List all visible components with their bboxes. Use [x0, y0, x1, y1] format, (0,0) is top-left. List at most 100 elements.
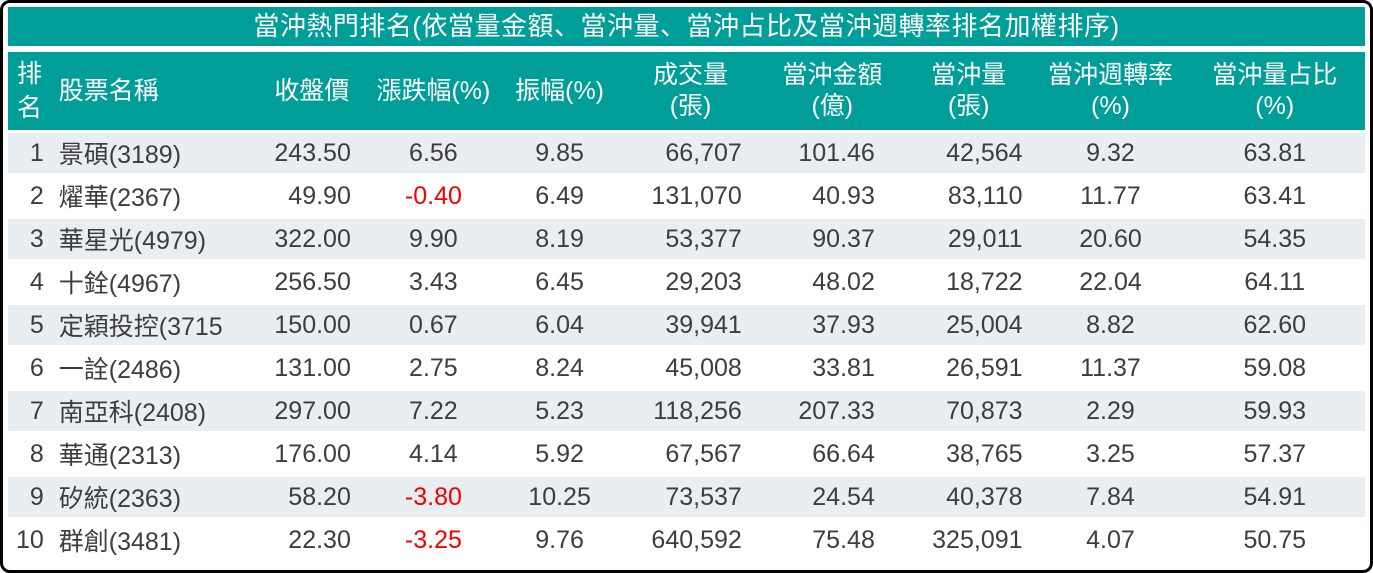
cell-close: 297.00	[259, 391, 365, 431]
cell-turnover: 11.37	[1036, 348, 1185, 388]
cell-volume: 131,070	[617, 176, 764, 216]
cell-ratio: 59.08	[1184, 348, 1365, 388]
cell-dayvol: 42,564	[900, 133, 1037, 173]
col-header-close: 收盤價	[259, 52, 365, 130]
cell-ratio: 59.93	[1184, 391, 1365, 431]
cell-ratio: 50.75	[1184, 520, 1365, 560]
table-row: 10 群創(3481) 22.30 -3.25 9.76 640,592 75.48 325,…	[8, 520, 1365, 560]
cell-rank: 2	[8, 176, 53, 216]
header-row: 排名股票名稱 收盤價 漲跌幅(%) 振幅(%) 成交量 (張) 當沖金額 (億) 當沖量 (張) 當…	[8, 52, 1365, 130]
cell-volume: 45,008	[617, 348, 764, 388]
cell-dayvol: 29,011	[900, 219, 1037, 259]
cell-name: 景碩(3189)	[52, 133, 260, 173]
cell-close: 22.30	[259, 520, 365, 560]
cell-dayvol: 70,873	[900, 391, 1037, 431]
cell-ratio: 63.81	[1184, 133, 1365, 173]
col-header-line: 排	[17, 60, 43, 88]
col-header-line: 振幅(%)	[515, 76, 605, 105]
col-header-line: 漲跌幅(%)	[376, 76, 491, 105]
table-row: 2 燿華(2367) 49.90 -0.40 6.49 131,070 40.93 83,11…	[8, 176, 1365, 216]
cell-turnover: 3.25	[1036, 434, 1185, 474]
cell-change: 3.43	[364, 262, 502, 302]
col-header-amp: 振幅(%)	[501, 52, 618, 130]
cell-rank: 10	[8, 520, 53, 560]
col-header-line: 名	[17, 94, 43, 122]
cell-change: 7.22	[364, 391, 502, 431]
col-header-line: 當沖金額	[782, 61, 883, 89]
cell-name: 定穎投控(3715	[52, 305, 260, 345]
cell-rank: 5	[8, 305, 53, 345]
cell-amp: 9.76	[501, 520, 618, 560]
cell-amp: 5.92	[501, 434, 618, 474]
cell-amount: 207.33	[763, 391, 901, 431]
col-header-change: 漲跌幅(%)	[364, 52, 502, 130]
cell-volume: 39,941	[617, 305, 764, 345]
cell-change: -3.25	[364, 520, 502, 560]
table-row: 7 南亞科(2408) 297.00 7.22 5.23 118,256 207.33 70,…	[8, 391, 1365, 431]
cell-name: 南亞科(2408)	[52, 391, 260, 431]
cell-amount: 75.48	[763, 520, 901, 560]
col-header-line: 收盤價	[274, 76, 350, 105]
cell-rank: 3	[8, 219, 53, 259]
table-row: 4 十銓(4967) 256.50 3.43 6.45 29,203 48.02 18,722…	[8, 262, 1365, 302]
col-header-line: 成交量	[653, 61, 729, 89]
cell-close: 256.50	[259, 262, 365, 302]
cell-close: 58.20	[259, 477, 365, 517]
cell-dayvol: 38,765	[900, 434, 1037, 474]
cell-turnover: 2.29	[1036, 391, 1185, 431]
cell-amount: 33.81	[763, 348, 901, 388]
cell-amount: 40.93	[763, 176, 901, 216]
cell-name: 群創(3481)	[52, 520, 260, 560]
cell-change: -3.80	[364, 477, 502, 517]
cell-close: 322.00	[259, 219, 365, 259]
col-header-turnover: 當沖週轉率 (%)	[1036, 52, 1185, 130]
cell-amp: 8.19	[501, 219, 618, 259]
cell-turnover: 22.04	[1036, 262, 1185, 302]
col-header-rank: 排名	[8, 52, 53, 130]
cell-amp: 9.85	[501, 133, 618, 173]
cell-rank: 4	[8, 262, 53, 302]
cell-dayvol: 26,591	[900, 348, 1037, 388]
cell-rank: 7	[8, 391, 53, 431]
cell-volume: 73,537	[617, 477, 764, 517]
cell-change: 2.75	[364, 348, 502, 388]
cell-change: 6.56	[364, 133, 502, 173]
col-header-dayvol: 當沖量 (張)	[900, 52, 1037, 130]
cell-volume: 29,203	[617, 262, 764, 302]
cell-close: 131.00	[259, 348, 365, 388]
table-row: 1 景碩(3189) 243.50 6.56 9.85 66,707 101.46 42,56…	[8, 133, 1365, 173]
col-header-line: (%)	[1255, 92, 1295, 120]
cell-ratio: 57.37	[1184, 434, 1365, 474]
cell-dayvol: 83,110	[900, 176, 1037, 216]
col-header-line: 股票名稱	[58, 76, 159, 105]
cell-ratio: 54.35	[1184, 219, 1365, 259]
cell-rank: 1	[8, 133, 53, 173]
col-header-name: 股票名稱	[52, 52, 260, 130]
col-header-line: 當沖週轉率	[1047, 61, 1173, 89]
cell-amp: 6.49	[501, 176, 618, 216]
col-header-volume: 成交量 (張)	[617, 52, 764, 130]
cell-name: 華通(2313)	[52, 434, 260, 474]
cell-name: 一詮(2486)	[52, 348, 260, 388]
daytrade-ranking-table: 排名股票名稱 收盤價 漲跌幅(%) 振幅(%) 成交量 (張) 當沖金額 (億) 當沖量 (張) 當…	[8, 49, 1365, 563]
cell-ratio: 62.60	[1184, 305, 1365, 345]
col-header-line: 當沖量占比	[1212, 61, 1338, 89]
table-row: 6 一詮(2486) 131.00 2.75 8.24 45,008 33.81 26,591…	[8, 348, 1365, 388]
table-header: 排名股票名稱 收盤價 漲跌幅(%) 振幅(%) 成交量 (張) 當沖金額 (億) 當沖量 (張) 當…	[8, 52, 1365, 130]
cell-volume: 640,592	[617, 520, 764, 560]
cell-turnover: 11.77	[1036, 176, 1185, 216]
cell-volume: 53,377	[617, 219, 764, 259]
cell-turnover: 20.60	[1036, 219, 1185, 259]
cell-dayvol: 18,722	[900, 262, 1037, 302]
cell-turnover: 8.82	[1036, 305, 1185, 345]
cell-amount: 101.46	[763, 133, 901, 173]
col-header-line: (億)	[811, 92, 854, 120]
cell-close: 49.90	[259, 176, 365, 216]
col-header-line: (%)	[1091, 92, 1130, 120]
cell-name: 十銓(4967)	[52, 262, 260, 302]
cell-amount: 24.54	[763, 477, 901, 517]
cell-amp: 6.45	[501, 262, 618, 302]
col-header-ratio: 當沖量占比 (%)	[1184, 52, 1365, 130]
table-row: 8 華通(2313) 176.00 4.14 5.92 67,567 66.64 38,765…	[8, 434, 1365, 474]
cell-rank: 6	[8, 348, 53, 388]
